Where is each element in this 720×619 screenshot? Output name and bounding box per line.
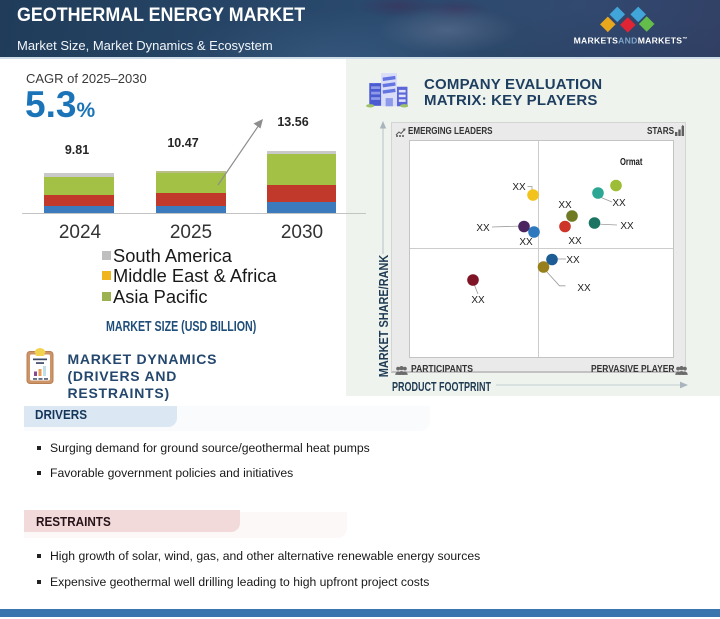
svg-text:MARKETSANDMARKETS™: MARKETSANDMARKETS™: [574, 36, 688, 46]
